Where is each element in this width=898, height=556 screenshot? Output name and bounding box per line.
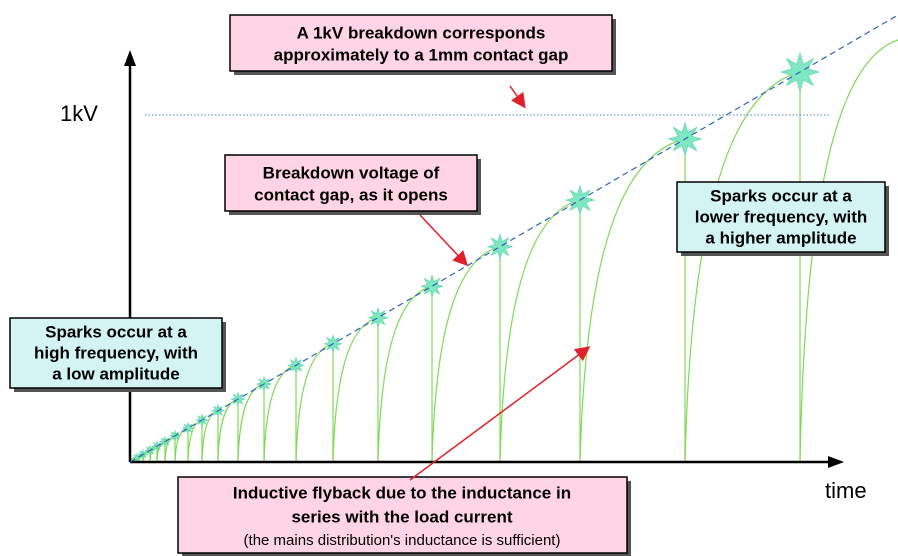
flyback-curve [263,364,297,463]
spark [367,306,389,329]
x-axis-arrow [828,456,844,468]
y-axis-arrow [124,50,136,66]
flyback-curve [799,39,898,463]
annotation: A 1kV breakdown corresponds approximatel… [229,14,616,109]
annotation: Breakdown voltage of contact gap, as it … [224,154,481,267]
breakdown-line [129,14,898,463]
flyback-curve [499,199,581,463]
annotation-line: a higher amplitude [705,228,856,247]
annotation: Inductive flyback due to the inductance … [177,346,631,556]
flyback-curve [295,343,334,463]
y-label: 1kV [60,101,98,126]
annotation-line: contact gap, as it opens [254,185,448,204]
spark [181,421,195,435]
annotation: Sparks occur at a lower frequency, with … [676,181,889,256]
annotation-line: Inductive flyback due to the inductance … [233,483,571,502]
flyback-curve [684,71,801,463]
flyback-curve [237,383,265,463]
annotation-line: series with the load current [291,507,512,526]
x-label: time [825,478,867,503]
annotation-line: approximately to a 1mm contact gap [274,45,569,64]
annotation-line: (the mains distribution's inductance is … [244,532,561,549]
annotation-line: A 1kV breakdown corresponds [297,23,546,42]
spark [420,274,444,299]
annotation-line: Sparks occur at a [45,322,187,341]
annotation-line: a low amplitude [52,364,180,383]
flyback-curve [377,285,433,463]
annotation-line: lower frequency, with [695,207,868,226]
flyback-curve [332,317,379,463]
annotation-line: Sparks occur at a [710,186,852,205]
annotation-line: high frequency, with [34,343,198,362]
annotation: Sparks occur at a high frequency, with a… [9,317,226,392]
flyback-curve [579,138,686,463]
annotation-line: Breakdown voltage of [263,163,440,182]
spark [486,233,514,261]
flyback-curve [431,246,501,463]
